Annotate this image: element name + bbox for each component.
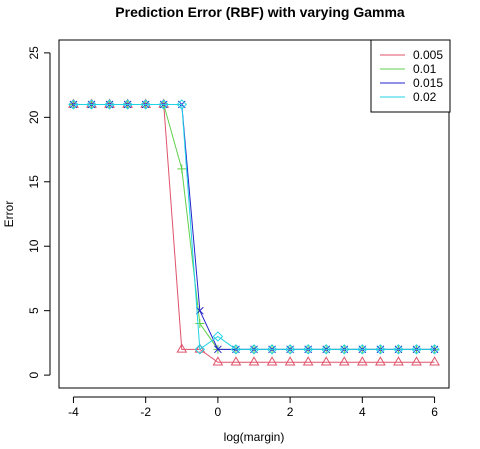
data-point bbox=[320, 356, 332, 366]
y-axis-label: Error bbox=[2, 201, 16, 228]
y-tick-label: 25 bbox=[27, 46, 41, 60]
data-point bbox=[266, 344, 278, 355]
y-tick-label: 15 bbox=[27, 175, 41, 189]
data-point bbox=[266, 356, 278, 366]
legend-box bbox=[370, 39, 451, 113]
data-point bbox=[429, 356, 440, 366]
axes: -4 -2 0 2 4 6 0 5 10 15 20 25 bbox=[27, 39, 450, 419]
series-0.005 bbox=[68, 98, 440, 366]
data-point bbox=[140, 99, 151, 110]
data-point bbox=[212, 356, 224, 366]
data-point bbox=[177, 164, 187, 174]
data-point bbox=[321, 344, 332, 355]
data-point bbox=[338, 356, 350, 366]
data-point bbox=[284, 344, 296, 355]
series-line bbox=[73, 103, 435, 350]
data-point bbox=[429, 344, 440, 355]
data-point bbox=[194, 344, 206, 355]
data-point bbox=[176, 99, 187, 110]
data-point bbox=[176, 343, 188, 353]
legend-label: 0.02 bbox=[413, 90, 437, 104]
x-tick-label: -4 bbox=[68, 405, 79, 419]
legend-label: 0.015 bbox=[413, 76, 443, 90]
y-tick-label: 10 bbox=[27, 239, 41, 253]
data-point bbox=[339, 344, 350, 355]
data-point bbox=[104, 99, 115, 110]
y-tick-label: 5 bbox=[27, 307, 41, 314]
y-tick-label: 0 bbox=[27, 371, 41, 378]
data-point bbox=[393, 356, 404, 366]
data-point bbox=[86, 99, 97, 110]
series-0.01 bbox=[68, 99, 440, 354]
data-point bbox=[357, 344, 368, 355]
x-axis-label: log(margin) bbox=[224, 430, 285, 444]
data-point bbox=[393, 344, 404, 355]
data-point bbox=[302, 356, 314, 366]
series-line bbox=[73, 103, 435, 363]
data-point bbox=[356, 356, 368, 366]
data-point bbox=[230, 344, 242, 355]
x-tick-label: 4 bbox=[359, 405, 366, 419]
series-line bbox=[73, 103, 435, 351]
data-point bbox=[375, 356, 386, 366]
plot-area bbox=[68, 98, 440, 366]
legend-label: 0.005 bbox=[413, 48, 443, 62]
data-point bbox=[302, 344, 314, 355]
data-point bbox=[158, 99, 169, 110]
data-point bbox=[212, 331, 224, 342]
plot-frame bbox=[58, 39, 450, 389]
series-0.02 bbox=[68, 99, 440, 355]
data-point bbox=[284, 356, 296, 366]
data-point bbox=[411, 356, 422, 366]
x-tick-label: 2 bbox=[287, 405, 294, 419]
chart-title: Prediction Error (RBF) with varying Gamm… bbox=[115, 4, 405, 20]
data-point bbox=[122, 99, 133, 110]
series-0.015 bbox=[69, 100, 439, 354]
legend-label: 0.01 bbox=[413, 62, 437, 76]
data-point bbox=[230, 356, 242, 366]
data-point bbox=[68, 99, 79, 110]
data-point bbox=[375, 344, 386, 355]
x-tick-label: -2 bbox=[140, 405, 151, 419]
data-point bbox=[411, 344, 422, 355]
data-point bbox=[248, 356, 260, 366]
x-tick-label: 0 bbox=[215, 405, 222, 419]
series-line bbox=[73, 103, 435, 350]
y-tick-label: 20 bbox=[27, 110, 41, 124]
data-point bbox=[214, 345, 222, 354]
data-point bbox=[195, 319, 205, 329]
data-point bbox=[248, 344, 260, 355]
x-tick-label: 6 bbox=[431, 405, 438, 419]
